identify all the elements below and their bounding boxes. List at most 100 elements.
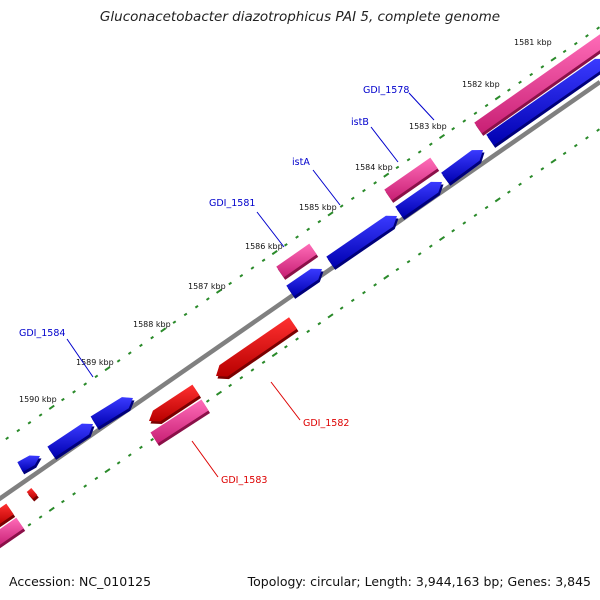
tick-mark — [417, 252, 422, 256]
tick-mark — [339, 306, 344, 310]
gene-label-gdi-1581[interactable]: GDI_1581 — [209, 198, 255, 209]
tick-mark — [139, 343, 143, 348]
cds-gdi-1582[interactable] — [216, 317, 297, 377]
tick-mark — [83, 382, 88, 386]
tick-mark — [83, 484, 88, 488]
gene-label-gdi-1583[interactable]: GDI_1583 — [221, 475, 267, 486]
tick-mark — [362, 188, 366, 193]
tick-mark — [562, 49, 567, 54]
scale-labels: 1581 kbp 1582 kbp 1583 kbp 1584 kbp 1585… — [19, 38, 552, 404]
tick-mark — [27, 421, 32, 425]
tick-mark — [160, 327, 167, 333]
tick-mark — [16, 428, 21, 433]
gene-label-gdi-1578[interactable]: GDI_1578 — [363, 85, 409, 96]
tick-mark — [116, 461, 121, 465]
tick-mark — [317, 219, 322, 224]
gene-label-gdi-1582[interactable]: GDI_1582 — [303, 418, 349, 429]
cds-gdi-1584-a[interactable] — [90, 397, 133, 428]
gene-label-istB[interactable]: istB — [351, 117, 369, 128]
tick-mark — [438, 235, 446, 242]
tick-mark — [484, 103, 489, 108]
cds-istA[interactable] — [395, 181, 442, 218]
gene-label-istA[interactable]: istA — [292, 157, 310, 168]
tick-mark — [529, 174, 534, 179]
tick-mark — [61, 397, 65, 402]
callout-istB — [370, 126, 399, 163]
scale-ticks-inner — [5, 128, 600, 542]
cds-gdi-1578[interactable] — [486, 58, 600, 146]
cds-small[interactable] — [17, 455, 40, 472]
gene-istB[interactable] — [384, 157, 438, 201]
tick-mark — [462, 119, 467, 123]
kbp-label: 1587 kbp — [188, 282, 226, 291]
tick-mark — [48, 404, 55, 410]
genome-summary-text: Topology: circular; Length: 3,944,163 bp… — [247, 574, 591, 589]
tick-mark — [239, 274, 244, 278]
kbp-label: 1590 kbp — [19, 395, 57, 404]
gene-gdi-1581[interactable] — [276, 243, 317, 278]
tick-mark — [306, 329, 311, 334]
feature-track — [0, 33, 600, 549]
tick-mark — [585, 136, 589, 140]
tick-mark — [271, 352, 278, 358]
tick-mark — [451, 229, 456, 233]
tick-mark — [306, 227, 311, 232]
gene-left-pink[interactable] — [0, 517, 24, 547]
kbp-label: 1582 kbp — [462, 80, 500, 89]
tick-mark — [215, 390, 223, 396]
tick-mark — [228, 281, 233, 286]
gene-gdi-1583[interactable] — [150, 399, 209, 444]
kbp-label: 1584 kbp — [355, 163, 393, 172]
kbp-label: 1583 kbp — [409, 122, 447, 131]
tick-mark — [150, 437, 154, 442]
tick-mark — [127, 351, 132, 355]
tick-mark — [104, 468, 111, 474]
callout-gdi-1578 — [408, 92, 435, 121]
tick-mark — [585, 34, 589, 38]
tick-mark — [228, 383, 233, 388]
tick-mark — [451, 127, 456, 131]
cds-istB[interactable] — [441, 150, 483, 184]
tick-mark — [406, 259, 411, 264]
tick-mark — [562, 151, 567, 156]
tick-mark — [172, 320, 177, 324]
tick-mark — [104, 366, 111, 372]
tick-mark — [473, 213, 478, 217]
callout-lines — [66, 92, 435, 478]
tick-mark — [205, 399, 210, 403]
tick-mark — [72, 390, 76, 394]
cds-left-red[interactable] — [0, 503, 14, 526]
callout-gdi-1583 — [191, 440, 219, 478]
tick-mark — [383, 172, 390, 178]
kbp-label: 1585 kbp — [299, 203, 337, 212]
tick-mark — [295, 235, 299, 239]
cds-gdi-1581[interactable] — [286, 268, 322, 297]
tick-mark — [271, 250, 278, 256]
tick-mark — [327, 313, 334, 319]
tick-mark — [284, 345, 288, 349]
tick-mark — [183, 312, 188, 317]
tick-mark — [350, 298, 355, 303]
tick-mark — [395, 165, 400, 170]
cds-gdi-1584-b[interactable] — [47, 423, 93, 458]
tick-mark — [473, 111, 478, 115]
cds-red-small[interactable] — [26, 488, 38, 499]
tick-mark — [484, 205, 489, 210]
callout-gdi-1582 — [270, 381, 301, 421]
tick-mark — [94, 374, 99, 379]
cds-istA-b[interactable] — [326, 215, 397, 268]
gene-label-gdi-1584[interactable]: GDI_1584 — [19, 328, 65, 339]
kbp-label: 1581 kbp — [514, 38, 552, 47]
callout-istA — [312, 169, 341, 206]
tick-mark — [250, 266, 255, 270]
cds-gdi-1583[interactable] — [149, 384, 200, 422]
gene-gdi-1578[interactable] — [474, 33, 600, 134]
tick-mark — [150, 335, 154, 340]
kbp-label: 1589 kbp — [76, 358, 114, 367]
tick-mark — [395, 267, 400, 272]
tick-mark — [550, 158, 557, 164]
tick-mark — [38, 413, 43, 417]
tick-mark — [518, 80, 522, 85]
tick-mark — [127, 453, 132, 457]
tick-mark — [362, 290, 366, 295]
